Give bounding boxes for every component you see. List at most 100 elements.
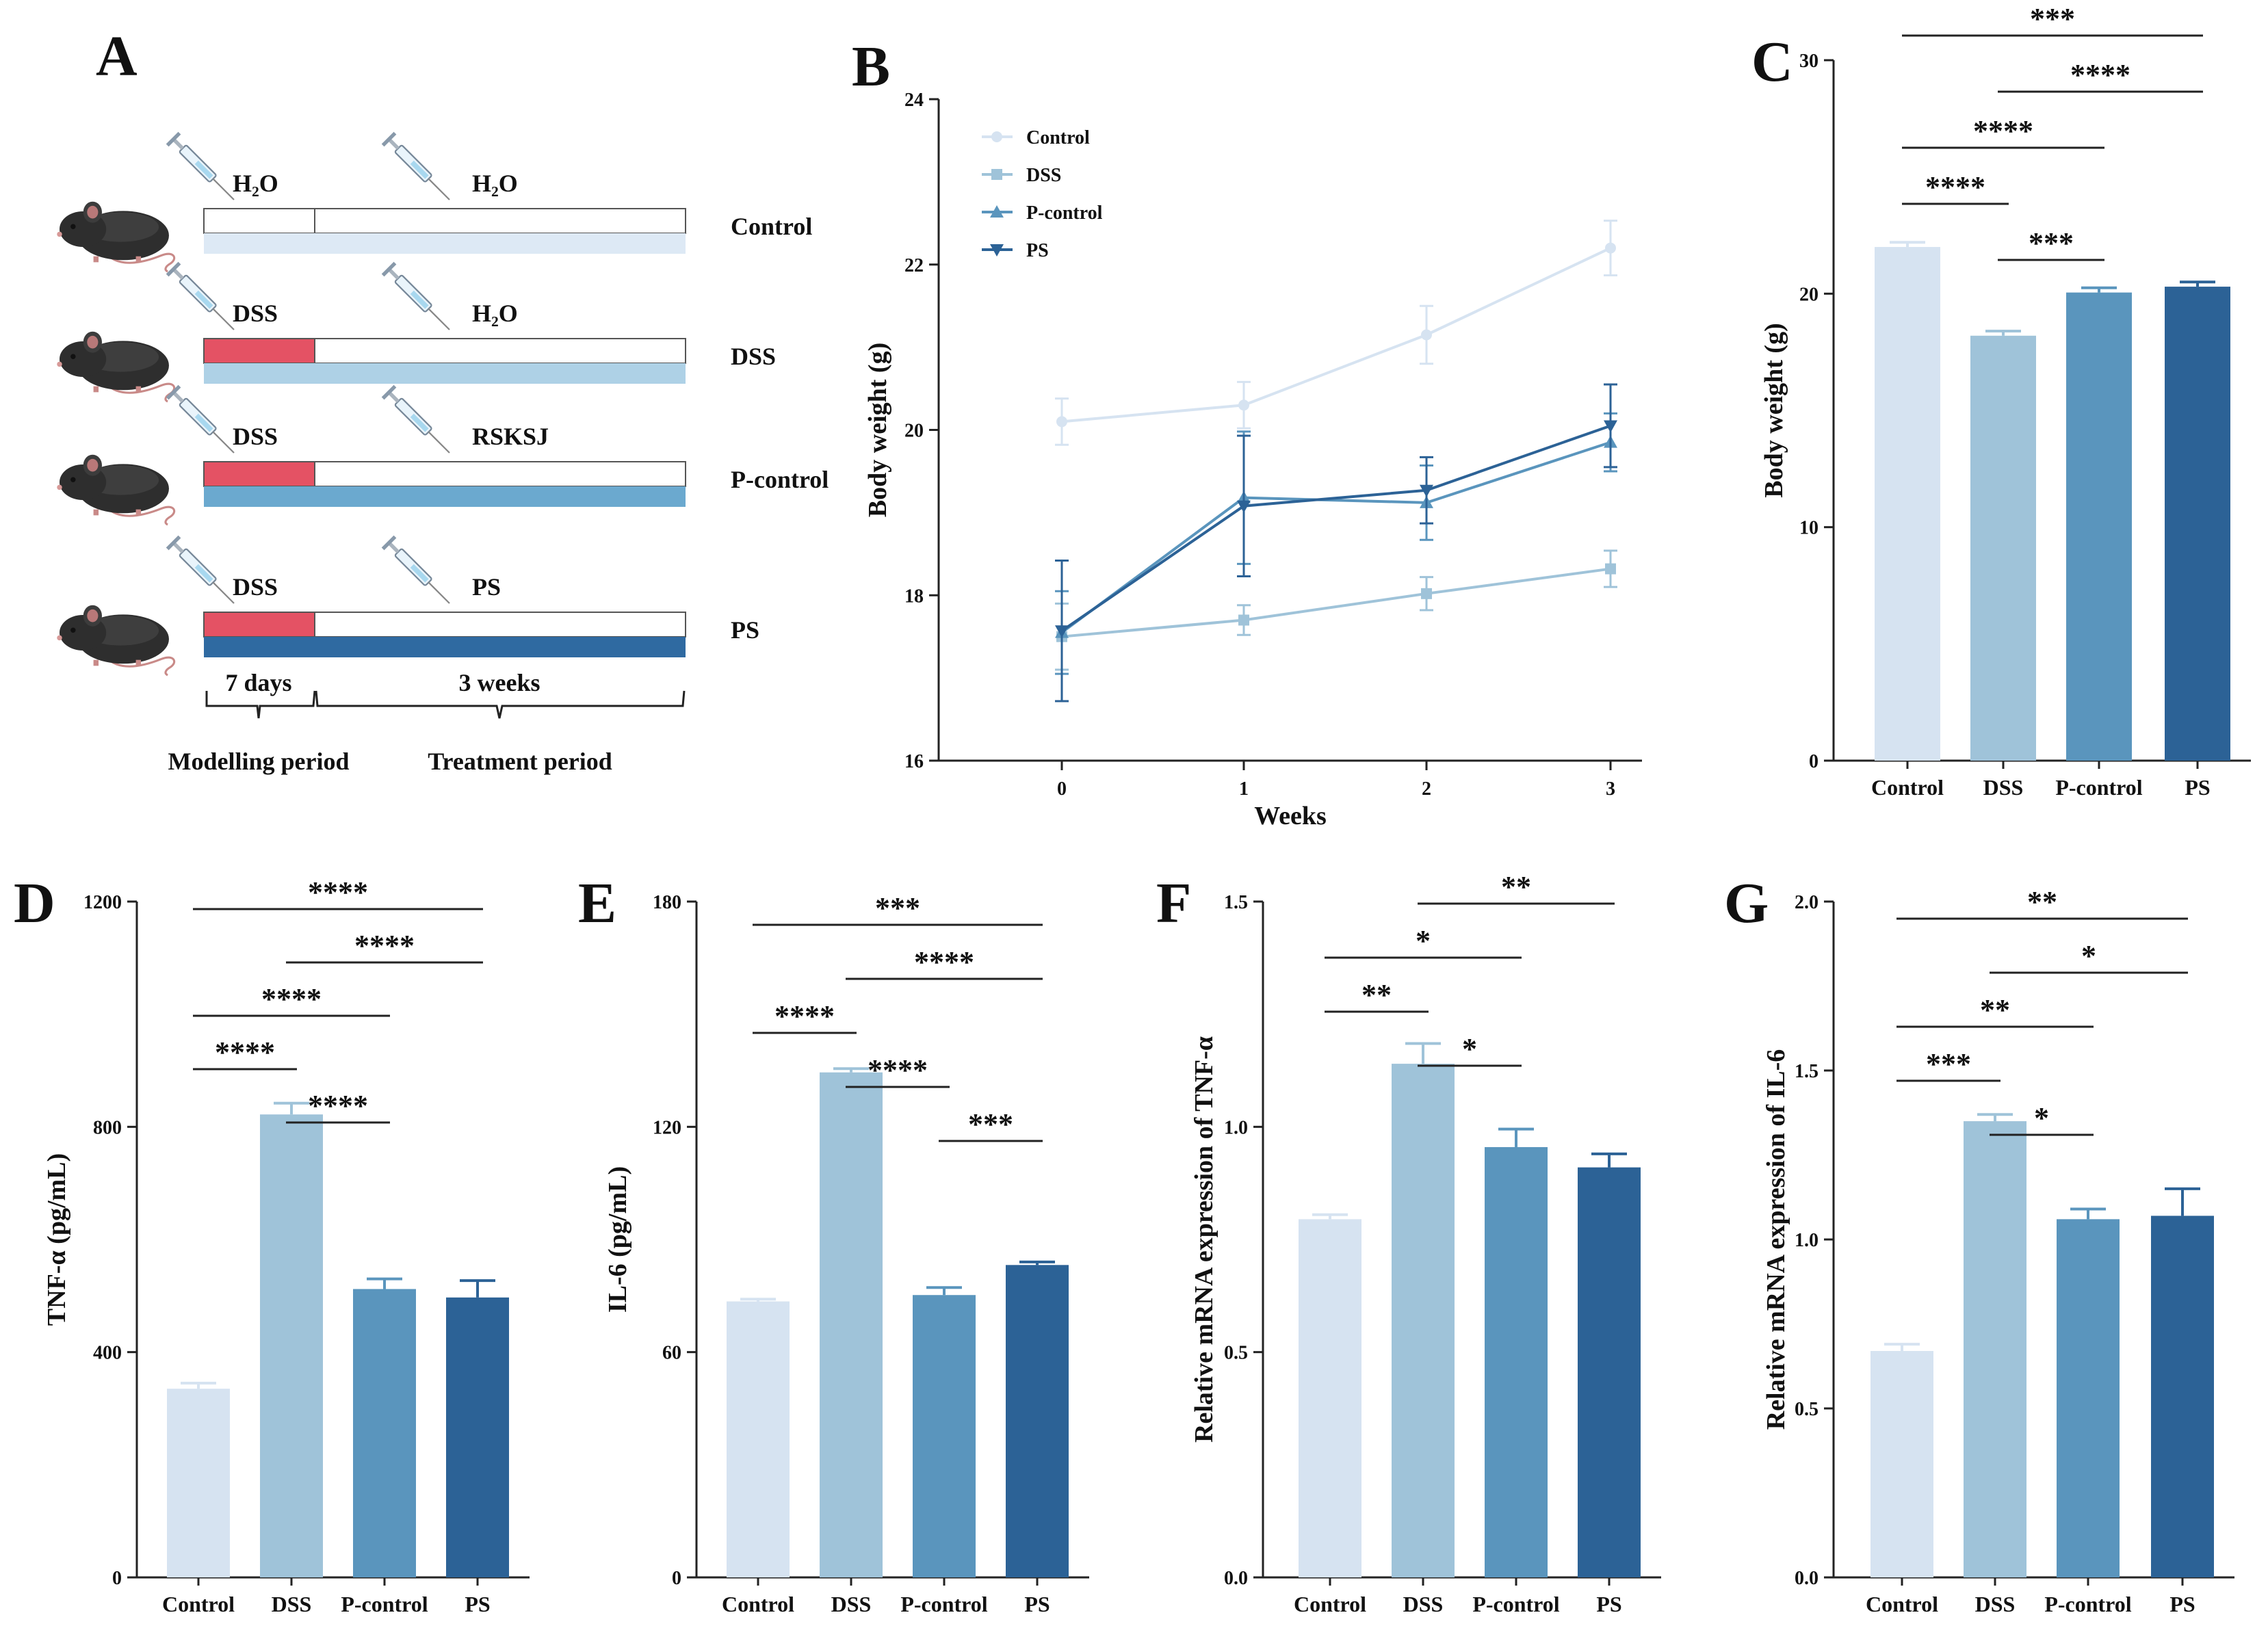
y-tick-label: 10	[1799, 518, 1819, 539]
y-tick-label: 2.0	[1795, 892, 1819, 913]
significance-bracket: ****	[753, 999, 857, 1034]
significance-bracket: ****	[1902, 170, 2009, 205]
y-tick-label: 0.0	[1224, 1568, 1248, 1589]
x-tick-label: 2	[1422, 778, 1431, 800]
first-agent-label: DSS	[233, 423, 278, 450]
schema-row-control: H₂O H₂O Control	[55, 131, 812, 273]
bar	[1871, 1351, 1933, 1577]
y-tick-label: 180	[653, 892, 681, 913]
y-tick-label: 16	[904, 751, 924, 772]
bar-group-dss	[1392, 1042, 1455, 1577]
series-line	[1061, 567, 1611, 638]
panel-e-il6-bar: E 0 60 120 180 IL-6 (pg/mL) Control DSS P-contro…	[578, 871, 1089, 1616]
syringe-icon	[380, 534, 457, 611]
series-line	[1061, 246, 1611, 423]
bar	[2151, 1216, 2214, 1577]
schema-row-dss: DSS H₂O DSS	[55, 261, 776, 403]
significance-bracket: ****	[193, 1036, 297, 1071]
panel-b-body-weight-line: B 16 18 20 22 24 0 1 2 3 Weeks Body weight (g) Contr…	[852, 35, 1642, 830]
y-tick-label: 1.0	[1795, 1230, 1819, 1251]
treatment-period-label: Treatment period	[428, 748, 612, 775]
y-tick-label: 1.0	[1224, 1117, 1248, 1138]
group-label: DSS	[731, 343, 776, 370]
bar-group-dss	[1964, 1113, 2026, 1577]
x-tick-label: P-control	[1472, 1592, 1559, 1616]
bar-group-p-control	[1485, 1127, 1548, 1577]
series-line	[1060, 424, 1611, 632]
y-tick-label: 800	[93, 1117, 122, 1138]
x-tick-label: Control	[722, 1592, 794, 1616]
significance-stars: **	[1980, 993, 2010, 1027]
data-point	[1421, 329, 1432, 341]
y-tick-label: 60	[662, 1343, 681, 1364]
significance-bracket: *	[1990, 1101, 2094, 1136]
x-tick-label: PS	[1596, 1592, 1621, 1616]
legend-item-ps: PS	[982, 240, 1049, 261]
y-tick-label: 0	[112, 1568, 122, 1589]
bar-group-p-control	[913, 1286, 976, 1577]
significance-bracket: ****	[286, 929, 483, 964]
panel-label-c: C	[1751, 30, 1793, 94]
modelling-bar	[203, 338, 315, 364]
significance-bracket: **	[1896, 885, 2188, 920]
series-dss	[1055, 549, 1617, 671]
bar	[727, 1301, 790, 1577]
group-label: Control	[731, 213, 812, 240]
significance-stars: *	[1416, 924, 1431, 958]
treatment-bar	[314, 461, 686, 487]
significance-bracket: **	[1896, 993, 2094, 1028]
bar	[1578, 1167, 1641, 1577]
syringe-icon	[165, 131, 242, 207]
y-axis-title: Body weight (g)	[1760, 323, 1788, 497]
panel-a-schema: A H₂O H₂O Control DSS H₂O DSS DSS RSKSJ P-control…	[55, 25, 829, 775]
significance-stars: ****	[354, 929, 415, 962]
data-point	[1237, 500, 1251, 513]
x-tick-label: P-control	[2044, 1592, 2131, 1616]
significance-bracket: ****	[846, 1053, 950, 1088]
x-tick-label: DSS	[831, 1592, 872, 1616]
significance-bracket: ***	[1902, 2, 2203, 37]
bar-group-control	[727, 1298, 790, 1577]
y-tick-label: 1200	[83, 892, 122, 913]
bar-group-p-control	[2057, 1207, 2120, 1577]
data-point	[1056, 416, 1067, 428]
bar	[260, 1114, 323, 1577]
significance-stars: ****	[1925, 170, 1985, 204]
y-tick-label: 120	[653, 1117, 681, 1138]
y-tick-label: 1.5	[1795, 1061, 1819, 1082]
timeline-brace	[205, 690, 686, 719]
panel-f-tnf-mrna-bar: F 0.0 0.5 1.0 1.5 Relative mRNA expression of…	[1156, 870, 1661, 1616]
syringe-icon	[380, 261, 457, 337]
group-color-bar	[204, 233, 686, 254]
first-agent-label: DSS	[233, 573, 278, 601]
group-label: PS	[731, 616, 759, 644]
x-tick-label: Control	[1866, 1592, 1938, 1616]
significance-bracket: *	[1418, 1032, 1522, 1067]
y-axis-title: TNF-α (pg/mL)	[42, 1153, 71, 1326]
y-tick-label: 20	[904, 421, 924, 442]
y-axis-title: Relative mRNA expression of TNF-α	[1190, 1036, 1218, 1443]
y-axis-title: IL-6 (pg/mL)	[603, 1166, 632, 1313]
panel-label-d: D	[14, 871, 55, 935]
bar	[2165, 287, 2230, 761]
bar-group-ps	[2151, 1187, 2214, 1577]
syringe-icon	[380, 131, 457, 207]
bar	[1970, 335, 2036, 761]
data-point	[1238, 399, 1249, 411]
significance-stars: *	[1462, 1032, 1477, 1066]
panel-label-f: F	[1156, 871, 1191, 935]
mouse-icon	[55, 604, 176, 677]
panel-g-il6-mrna-bar: G 0.0 0.5 1.0 1.5 2.0 Relative mRNA expression…	[1724, 871, 2234, 1616]
group-color-bar	[204, 486, 686, 507]
bar-group-control	[1299, 1213, 1361, 1577]
legend-item-p-control: P-control	[982, 202, 1103, 224]
bar-group-ps	[2165, 280, 2230, 761]
bar	[1006, 1265, 1069, 1577]
y-tick-label: 0.5	[1795, 1399, 1819, 1420]
data-point	[1055, 625, 1069, 638]
second-agent-label: RSKSJ	[472, 423, 549, 450]
x-tick-label: DSS	[272, 1592, 312, 1616]
x-tick-label: PS	[1024, 1592, 1050, 1616]
panel-label-g: G	[1724, 871, 1769, 935]
significance-bracket: ****	[286, 1089, 390, 1124]
